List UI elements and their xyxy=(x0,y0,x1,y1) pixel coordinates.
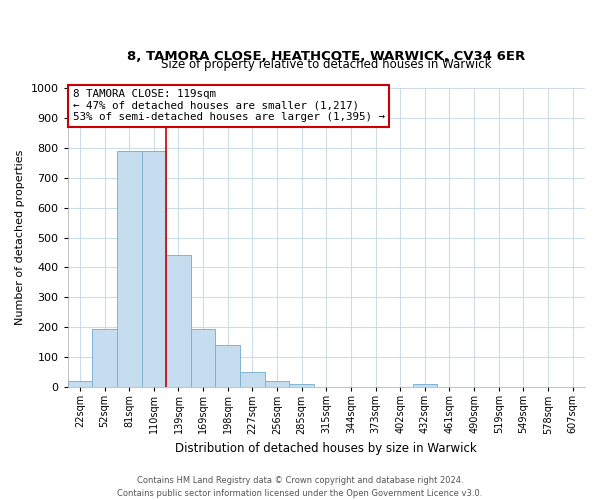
Bar xyxy=(215,346,240,387)
Bar xyxy=(191,329,215,387)
Bar xyxy=(265,381,289,387)
Bar xyxy=(68,381,92,387)
X-axis label: Distribution of detached houses by size in Warwick: Distribution of detached houses by size … xyxy=(175,442,477,455)
Y-axis label: Number of detached properties: Number of detached properties xyxy=(15,150,25,325)
Bar xyxy=(92,329,117,387)
Bar xyxy=(413,384,437,387)
Text: Contains HM Land Registry data © Crown copyright and database right 2024.
Contai: Contains HM Land Registry data © Crown c… xyxy=(118,476,482,498)
Bar xyxy=(117,150,142,387)
Title: 8, TAMORA CLOSE, HEATHCOTE, WARWICK, CV34 6ER: 8, TAMORA CLOSE, HEATHCOTE, WARWICK, CV3… xyxy=(127,50,526,63)
Bar xyxy=(240,372,265,387)
Bar xyxy=(142,150,166,387)
Text: Size of property relative to detached houses in Warwick: Size of property relative to detached ho… xyxy=(161,58,491,71)
Bar xyxy=(166,256,191,387)
Bar xyxy=(289,384,314,387)
Text: 8 TAMORA CLOSE: 119sqm
← 47% of detached houses are smaller (1,217)
53% of semi-: 8 TAMORA CLOSE: 119sqm ← 47% of detached… xyxy=(73,90,385,122)
